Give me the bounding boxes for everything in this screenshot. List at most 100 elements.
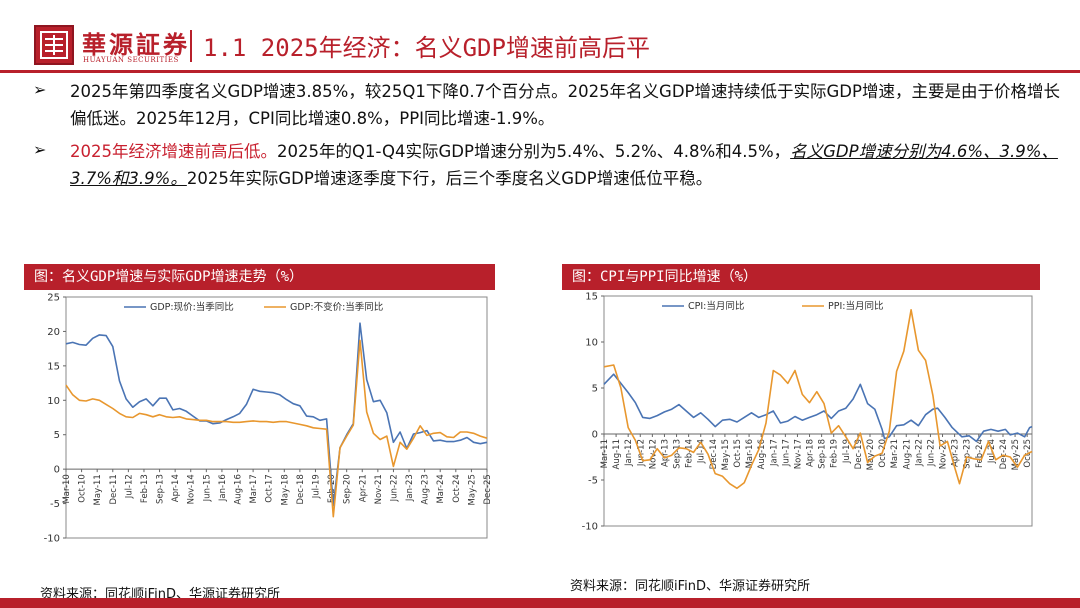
- x-tick-label: May-11: [93, 474, 103, 505]
- x-tick-label: Aug-21: [902, 439, 912, 469]
- y-tick-label: 25: [47, 293, 60, 304]
- x-tick-label: Mar-10: [62, 474, 72, 503]
- y-tick-label: 5: [54, 430, 60, 441]
- x-tick-label: Oct-20: [878, 439, 888, 468]
- x-tick-label: Aug-16: [234, 474, 244, 504]
- title-separator: [190, 30, 192, 62]
- x-tick-label: Nov-21: [374, 474, 384, 504]
- plot-frame: [65, 296, 488, 539]
- x-tick-label: Sep-13: [156, 474, 166, 504]
- logo-icon: [34, 25, 74, 65]
- x-tick-label: May-15: [721, 439, 731, 470]
- bullet-2-underlined: 名义GDP增速分别为4.6%、3.9%、3.7%和3.9%。: [70, 142, 1058, 188]
- x-tick-label: Dec-11: [109, 474, 119, 504]
- bullet-marker-2: ➢: [33, 140, 47, 159]
- y-tick-label: 15: [47, 361, 60, 372]
- x-tick-label: Dec-25: [483, 474, 493, 504]
- x-tick-label: Oct-10: [78, 474, 88, 503]
- x-tick-label: May-18: [280, 474, 290, 505]
- y-tick-label: -5: [588, 476, 598, 487]
- x-tick-label: Jul-19: [311, 474, 321, 499]
- right-chart-title: 图：CPI与PPI同比增速（%）: [562, 264, 1040, 290]
- x-tick-label: Mar-24: [436, 474, 446, 503]
- x-tick-label: Sep-20: [343, 474, 353, 504]
- x-tick-label: Nov-14: [187, 474, 197, 504]
- x-tick-label: Jun-22: [926, 439, 936, 467]
- x-tick-label: Apr-21: [358, 474, 368, 502]
- x-tick-label: Dec-14: [709, 439, 719, 469]
- bullet-2-text-a: 2025年的Q1-Q4实际GDP增速分别为5.4%、5.2%、4.8%和4.5%…: [277, 142, 791, 161]
- x-tick-label: Sep-23: [963, 439, 973, 469]
- bullet-2-highlight: 2025年经济增速前高后低。: [70, 142, 277, 161]
- x-tick-label: Dec-19: [854, 439, 864, 469]
- x-tick-label: Aug-11: [612, 439, 622, 469]
- legend-label: GDP:不变价:当季同比: [290, 301, 383, 313]
- x-tick-label: Apr-23: [951, 439, 961, 467]
- bullet-marker-1: ➢: [33, 80, 47, 99]
- x-tick-label: Jul-12: [124, 474, 134, 499]
- page-title: 1.1 2025年经济：名义GDP增速前高后平: [203, 34, 650, 62]
- left-chart: -10 -5 0 5 10 15 20 25 Mar-10 Oct-10 May-11 Dec-11 J…: [44, 293, 493, 545]
- right-chart: -10 -5 0 5 10 15 Mar-11 Aug-11 Jan-12 Jun-12 Nov-1…: [582, 292, 1034, 533]
- x-tick-label: Sep-18: [818, 439, 828, 469]
- x-tick-label: Nov-22: [939, 439, 949, 469]
- left-chart-title: 图：名义GDP增速与实际GDP增速走势（%）: [24, 264, 495, 290]
- x-tick-label: Feb-24: [975, 439, 985, 468]
- x-tick-label: May-20: [866, 439, 876, 470]
- bullet-paragraph-1: 2025年第四季度名义GDP增速3.85%，较25Q1下降0.7个百分点。202…: [70, 78, 1060, 132]
- legend-label: GDP:现价:当季同比: [150, 301, 234, 313]
- x-tick-label: Apr-14: [171, 474, 181, 502]
- y-tick-label: -10: [582, 522, 598, 533]
- x-tick-label: Apr-18: [806, 439, 816, 467]
- logo-name: 華源証券: [82, 30, 190, 59]
- right-chart-source: 资料来源：同花顺iFinD、华源证券研究所: [570, 579, 811, 594]
- x-tick-label: Jun-22: [389, 474, 399, 502]
- legend-label: CPI:当月同比: [688, 300, 744, 312]
- y-tick-label: 15: [585, 292, 598, 303]
- x-tick-label: Feb-13: [140, 474, 150, 503]
- y-tick-label: -5: [50, 499, 60, 510]
- y-tick-label: -10: [44, 534, 60, 545]
- y-tick-label: 0: [54, 465, 60, 476]
- x-tick-label: Feb-19: [830, 439, 840, 468]
- series-line: [603, 309, 1033, 490]
- x-tick-label: Jun-15: [202, 474, 212, 502]
- y-tick-label: 5: [592, 384, 598, 395]
- x-tick-label: Mar-16: [745, 439, 755, 468]
- y-tick-label: 20: [47, 327, 60, 338]
- series-line: [65, 339, 488, 518]
- x-tick-label: Aug-16: [757, 439, 767, 469]
- bullet-1-text: 2025年第四季度名义GDP增速3.85%，较25Q1下降0.7个百分点。202…: [70, 82, 1060, 128]
- bullet-2-text-b: 2025年实际GDP增速逐季度下行，后三个季度名义GDP增速低位平稳。: [186, 169, 713, 188]
- x-tick-label: Jan-12: [624, 439, 634, 467]
- x-tick-label: Jul-19: [842, 439, 852, 464]
- x-tick-label: May-25: [467, 474, 477, 505]
- x-tick-label: Dec-18: [296, 474, 306, 504]
- x-tick-label: Sep-13: [673, 439, 683, 469]
- x-tick-label: Feb-14: [685, 439, 695, 468]
- y-tick-label: 10: [47, 396, 60, 407]
- y-tick-label: 0: [592, 430, 598, 441]
- y-tick-label: 10: [585, 338, 598, 349]
- legend-label: PPI:当月同比: [828, 300, 883, 312]
- x-tick-label: Apr-13: [660, 439, 670, 467]
- footer-rule: [0, 598, 1080, 608]
- x-tick-label: Nov-17: [793, 439, 803, 469]
- series-line: [603, 373, 1033, 443]
- x-tick-label: Mar-11: [600, 439, 610, 468]
- x-tick-label: May-25: [1011, 439, 1021, 470]
- header-rule: [0, 70, 1080, 73]
- x-tick-label: Oct-15: [733, 439, 743, 468]
- x-tick-label: Jan-22: [914, 439, 924, 467]
- x-tick-label: Aug-23: [421, 474, 431, 504]
- x-tick-label: Jan-17: [769, 439, 779, 467]
- x-tick-label: Oct-24: [452, 474, 462, 503]
- plot-frame: [603, 295, 1033, 527]
- x-tick-label: Mar-17: [249, 474, 259, 503]
- logo-mark-icon: [40, 31, 68, 59]
- bullet-paragraph-2: 2025年经济增速前高后低。2025年的Q1-Q4实际GDP增速分别为5.4%、…: [70, 138, 1060, 192]
- x-tick-label: Jul-14: [697, 439, 707, 464]
- x-tick-label: Jun-12: [636, 439, 646, 467]
- x-tick-label: Jan-23: [405, 474, 415, 502]
- x-tick-label: Jun-17: [781, 439, 791, 467]
